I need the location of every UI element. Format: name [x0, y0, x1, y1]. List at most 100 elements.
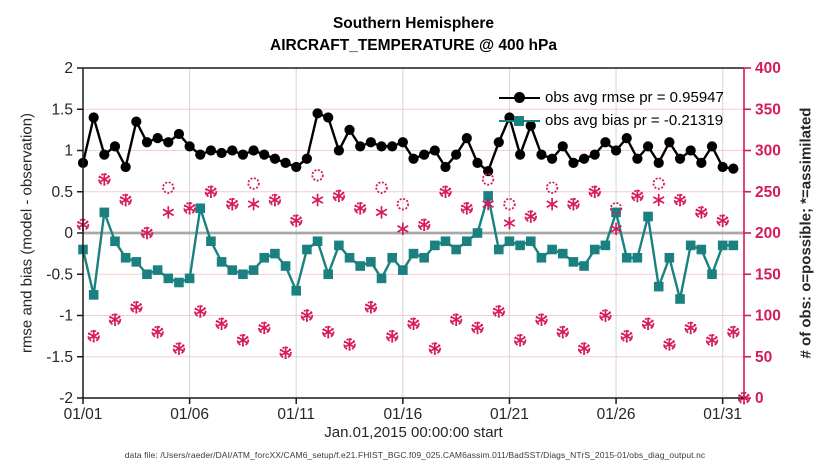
obs-assimilated-marker — [258, 324, 271, 332]
obs-assimilated-marker — [354, 204, 366, 213]
bias-point — [440, 236, 451, 247]
rmse-point — [355, 141, 366, 152]
obs-assimilated-marker — [482, 200, 494, 208]
obs-possible-marker — [481, 173, 495, 186]
x-axis-tick-label: 01/06 — [170, 406, 209, 423]
bias-point — [621, 252, 632, 263]
rmse-point — [515, 149, 526, 160]
obs-assimilated-marker — [119, 196, 132, 204]
bias-point — [664, 252, 675, 263]
bias-point — [419, 252, 429, 263]
rmse-point — [696, 157, 707, 168]
obs-assimilated-marker — [333, 192, 345, 200]
obs-possible-marker — [609, 202, 623, 215]
obs-assimilated-marker — [205, 187, 217, 196]
rmse-point — [419, 149, 430, 160]
obs-assimilated-marker — [247, 200, 260, 208]
rmse-point — [578, 153, 590, 164]
bias-point — [568, 257, 579, 267]
rmse-point — [568, 157, 579, 168]
obs-assimilated-marker — [375, 208, 388, 217]
rmse-point — [237, 149, 249, 160]
obs-assimilated-marker — [173, 344, 185, 353]
rmse-point — [227, 145, 238, 156]
right-axis-tick-label: 350 — [755, 101, 781, 118]
bias-point — [152, 265, 163, 275]
obs-assimilated-marker — [322, 328, 335, 336]
obs-assimilated-marker — [706, 336, 718, 345]
bias-point — [408, 248, 419, 259]
rmse-point — [152, 133, 163, 144]
right-axis-tick-label: 200 — [755, 225, 781, 242]
left-axis-tick-label: -0.5 — [46, 266, 73, 283]
obs-assimilated-marker — [226, 200, 239, 208]
obs-assimilated-marker — [588, 187, 601, 196]
bias-point — [174, 277, 184, 288]
obs-assimilated-marker — [610, 225, 622, 233]
obs-possible-marker — [311, 169, 324, 182]
obs-assimilated-marker — [290, 216, 303, 225]
rmse-point — [173, 128, 185, 140]
rmse-legend-circle-icon — [514, 92, 525, 103]
obs-assimilated-marker — [343, 340, 356, 349]
rmse-point — [365, 137, 376, 148]
right-axis-tick-label: 100 — [755, 308, 781, 325]
bias-point — [376, 273, 387, 284]
left-axis-tick-label: 1 — [64, 143, 73, 160]
rmse-point — [451, 149, 462, 160]
bias-point — [110, 236, 120, 247]
obs-assimilated-marker — [620, 332, 633, 340]
bias-point — [302, 244, 312, 255]
obs-assimilated-marker — [237, 336, 249, 345]
obs-assimilated-marker — [365, 303, 377, 312]
obs-assimilated-marker — [151, 328, 164, 336]
bias-point — [206, 236, 216, 247]
x-axis-tick-label: 01/21 — [490, 406, 529, 423]
obs-assimilated-marker — [652, 196, 665, 204]
bias-point — [547, 244, 557, 255]
bias-point — [451, 244, 461, 255]
bias-point — [472, 228, 483, 238]
bias-point — [248, 265, 259, 275]
bias-point — [653, 281, 664, 292]
rmse-point — [120, 161, 131, 173]
obs-assimilated-marker — [269, 196, 281, 204]
obs-assimilated-marker — [674, 196, 686, 204]
rmse-point — [685, 145, 696, 156]
obs-assimilated-marker — [461, 204, 473, 213]
bias-point — [99, 207, 110, 218]
bias-point — [430, 240, 440, 251]
x-axis-tick-label: 01/01 — [64, 406, 103, 423]
bias-legend-marker-icon — [499, 114, 540, 128]
obs-assimilated-marker — [471, 324, 484, 332]
left-axis-tick-label: -1.5 — [46, 349, 73, 366]
bias-point — [600, 240, 611, 251]
rmse-point — [493, 137, 504, 148]
rmse-point — [589, 149, 600, 160]
bias-line — [81, 195, 734, 300]
bias-point — [493, 244, 504, 255]
right-axis-label: # of obs: o=possible; *=assimilated — [797, 107, 815, 359]
obs-assimilated-marker — [87, 332, 100, 340]
x-axis-tick-label: 01/26 — [597, 406, 636, 423]
left-axis-tick-label: 1.5 — [51, 101, 73, 118]
bias-point — [216, 257, 227, 267]
obs-possible-marker — [545, 181, 559, 194]
rmse-point — [131, 116, 142, 127]
obs-assimilated-marker — [450, 315, 462, 324]
obs-assimilated-marker — [397, 225, 409, 233]
bias-point — [675, 294, 685, 304]
obs-assimilated-marker — [194, 307, 207, 316]
right-axis-tick-label: 250 — [755, 184, 781, 201]
bias-point — [323, 269, 334, 280]
obs-assimilated-marker — [503, 219, 516, 227]
right-axis-tick-label: 150 — [755, 266, 781, 283]
right-axis-tick-label: 300 — [755, 143, 781, 160]
bias-point — [728, 240, 739, 251]
rmse-point — [525, 120, 536, 131]
obs-assimilated-marker — [311, 196, 324, 204]
obs-assimilated-marker — [663, 340, 676, 349]
obs-possible-marker — [375, 181, 388, 194]
obs-assimilated-marker — [556, 328, 569, 336]
